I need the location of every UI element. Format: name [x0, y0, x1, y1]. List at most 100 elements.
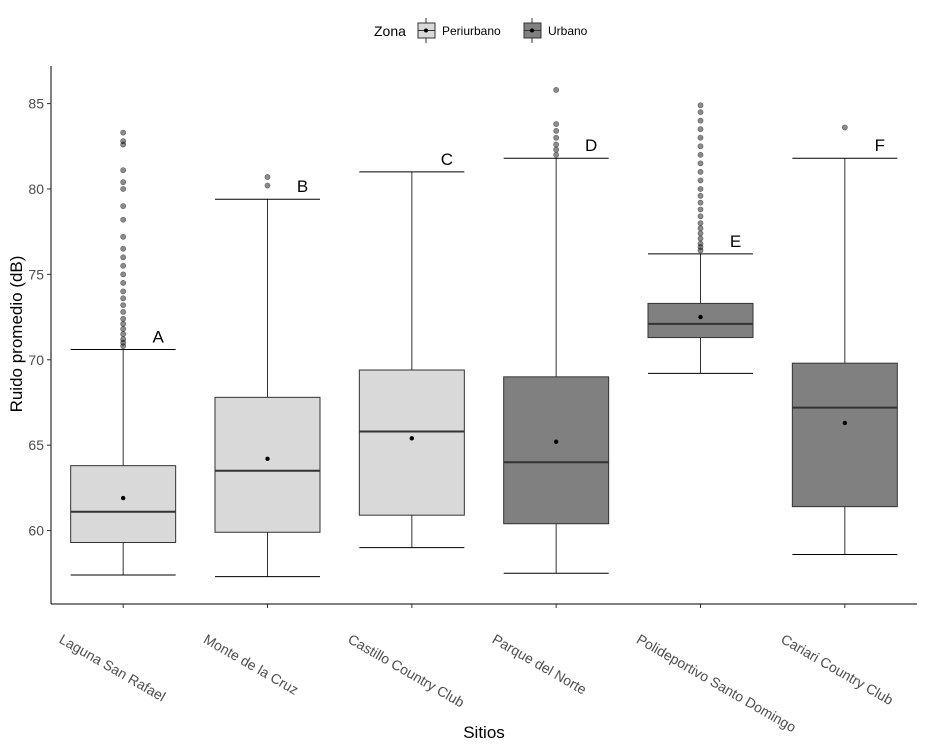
- outlier-point: [697, 186, 704, 192]
- outlier-point: [264, 174, 271, 180]
- y-tick-label: 80: [28, 181, 44, 197]
- outlier-point: [697, 126, 704, 133]
- outlier-point: [553, 128, 560, 134]
- mean-point: [265, 456, 270, 462]
- outlier-point: [841, 124, 848, 131]
- outlier-point: [553, 151, 560, 158]
- outlier-point: [553, 141, 560, 148]
- plot-area: A B C D E F: [70, 87, 898, 578]
- box-2: B: [214, 174, 321, 578]
- outlier-point: [697, 199, 704, 206]
- outlier-point: [697, 177, 704, 184]
- outlier-point: [553, 121, 560, 127]
- outlier-point: [120, 326, 127, 332]
- box-rect: [358, 369, 465, 516]
- legend-item-urbano: Urbano: [523, 18, 588, 43]
- mean-point: [120, 495, 126, 501]
- x-tick-label: Monte de la Cruz: [201, 631, 301, 698]
- outlier-point: [120, 302, 127, 309]
- outlier-point: [697, 220, 704, 227]
- box-rect: [503, 376, 610, 525]
- outlier-point: [120, 179, 127, 186]
- outlier-point: [120, 336, 127, 343]
- outlier-point: [120, 138, 127, 145]
- x-tick-label: Polideportivo Santo Domingo: [634, 631, 799, 736]
- outlier-point: [697, 134, 704, 141]
- legend-item-periurbano: Periurbano: [417, 18, 501, 43]
- outlier-point: [120, 288, 127, 295]
- outlier-point: [120, 280, 127, 286]
- outlier-point: [697, 109, 704, 116]
- significance-letter: D: [585, 136, 597, 155]
- x-tick-label: Parque del Norte: [490, 631, 590, 698]
- legend-label: Periurbano: [442, 24, 501, 38]
- box-rect: [70, 465, 177, 544]
- legend: Zona Periurbano Urbano: [374, 18, 588, 43]
- y-tick-label: 60: [28, 523, 44, 539]
- x-tick-label: Castillo Country Club: [345, 631, 467, 711]
- outlier-point: [120, 245, 127, 252]
- significance-letter: E: [730, 232, 741, 251]
- outlier-point: [697, 235, 704, 242]
- outlier-point: [697, 160, 704, 167]
- outlier-point: [120, 271, 127, 278]
- box-4: D: [503, 87, 610, 574]
- outlier-point: [120, 186, 127, 192]
- significance-letter: F: [875, 136, 885, 155]
- outlier-point: [697, 102, 704, 109]
- outlier-point: [697, 206, 704, 213]
- legend-title: Zona: [374, 23, 406, 39]
- outlier-point: [553, 87, 560, 93]
- outlier-point: [553, 134, 560, 141]
- mean-point: [553, 439, 559, 444]
- x-axis-title: Sitios: [463, 723, 505, 742]
- outlier-point: [120, 295, 127, 302]
- outlier-point: [697, 192, 704, 199]
- y-tick-label: 85: [28, 96, 44, 112]
- y-tick-label: 65: [28, 437, 44, 453]
- outlier-point: [120, 203, 127, 209]
- outlier-point: [264, 182, 271, 189]
- axes: 60 65 70 75 80 85 Laguna San Rafael Monte de la…: [28, 66, 917, 735]
- box-rect: [791, 362, 898, 508]
- x-tick-label: Cariari Country Club: [778, 631, 896, 708]
- legend-key-mean: [530, 28, 534, 33]
- mean-point: [698, 314, 703, 320]
- legend-label: Urbano: [548, 24, 588, 38]
- y-axis-title: Ruido promedio (dB): [7, 256, 26, 413]
- outlier-point: [697, 117, 704, 124]
- box-5: E: [647, 102, 754, 374]
- outlier-point: [120, 309, 127, 315]
- outlier-point: [697, 230, 704, 237]
- y-tick-label: 75: [28, 266, 44, 282]
- outlier-point: [553, 146, 560, 153]
- outlier-point: [697, 213, 704, 220]
- outlier-point: [697, 151, 704, 158]
- box-3: C: [358, 150, 465, 549]
- significance-letter: C: [441, 150, 453, 169]
- significance-letter: A: [152, 328, 164, 347]
- x-tick-label: Laguna San Rafael: [57, 631, 169, 705]
- outlier-point: [120, 167, 127, 174]
- outlier-point: [120, 315, 127, 322]
- significance-letter: B: [297, 177, 308, 196]
- mean-point: [842, 420, 848, 426]
- outlier-point: [120, 262, 127, 269]
- legend-key-mean: [424, 28, 428, 33]
- outlier-point: [697, 225, 704, 232]
- box-1: A: [70, 129, 177, 576]
- mean-point: [409, 436, 415, 441]
- outlier-point: [120, 233, 127, 240]
- box-rect: [647, 302, 754, 339]
- outlier-point: [697, 143, 704, 150]
- box-rect: [214, 396, 321, 533]
- box-6: F: [791, 124, 898, 555]
- outlier-point: [120, 129, 127, 136]
- outlier-point: [697, 240, 704, 247]
- outlier-point: [120, 331, 127, 338]
- outlier-point: [120, 254, 127, 261]
- outlier-point: [120, 320, 127, 327]
- outlier-point: [697, 168, 704, 175]
- y-tick-label: 70: [28, 352, 44, 368]
